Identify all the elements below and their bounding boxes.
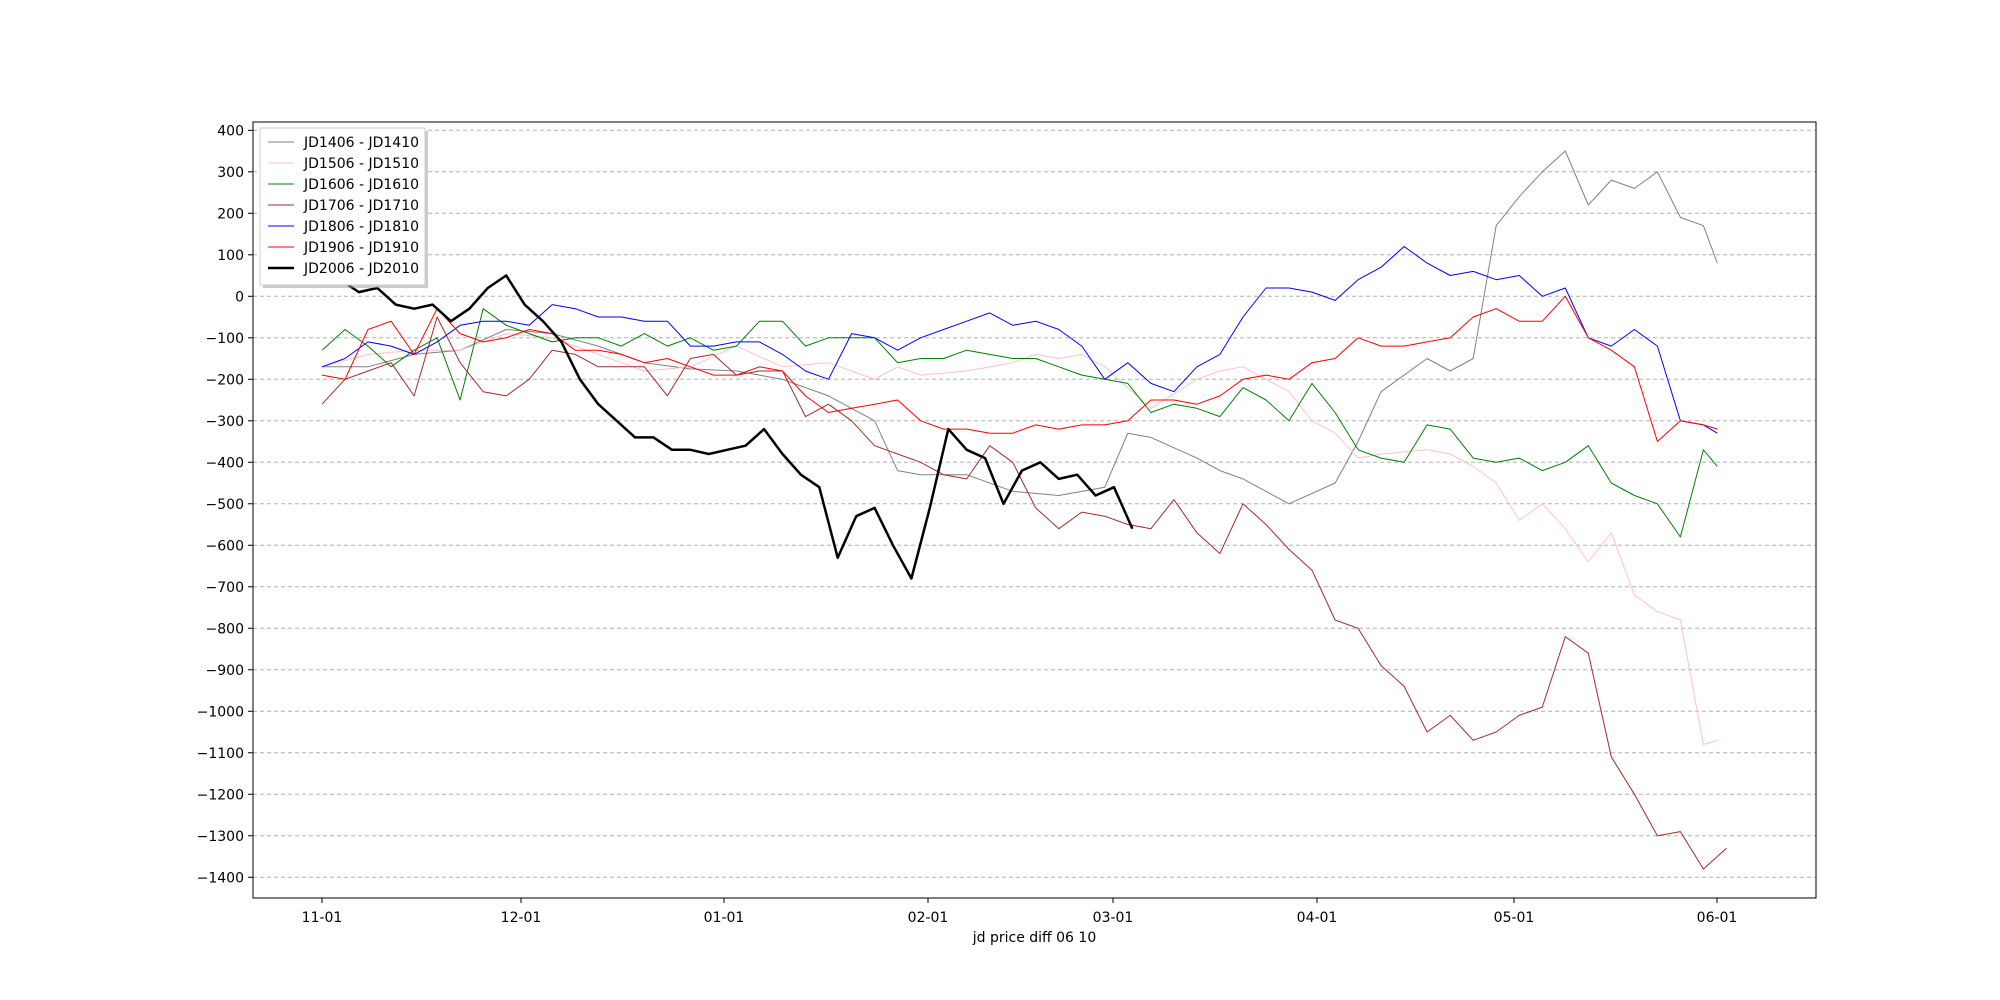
- series-lines: [321, 150, 1727, 870]
- legend-entry: JD1806 - JD1810: [303, 219, 419, 235]
- y-tick-label: −200: [206, 372, 244, 388]
- y-tick-label: −1400: [197, 870, 244, 886]
- legend-entry: JD1506 - JD1510: [303, 156, 419, 172]
- x-tick-label: 06-01: [1697, 910, 1738, 926]
- plot-frame: [252, 121, 1817, 899]
- y-tick-label: −1100: [197, 746, 244, 762]
- series-line-1: [322, 150, 1718, 505]
- y-tick-label: −700: [206, 580, 244, 596]
- legend-entry: JD1706 - JD1710: [303, 198, 419, 214]
- legend-entry: JD1406 - JD1410: [303, 135, 419, 151]
- y-tick-label: −600: [206, 538, 244, 554]
- x-tick-label: 11-01: [302, 910, 343, 926]
- y-tick-label: −1300: [197, 829, 244, 845]
- legend-entry: JD1606 - JD1610: [303, 177, 419, 193]
- legend-entry: JD2006 - JD2010: [303, 261, 419, 277]
- y-tick-label: −100: [206, 331, 244, 347]
- legend-box: [259, 127, 426, 286]
- x-tick-label: 12-01: [501, 910, 542, 926]
- y-tick-label: −900: [206, 663, 244, 679]
- y-tick-label: −400: [206, 455, 244, 471]
- x-tick-label: 02-01: [908, 910, 949, 926]
- y-tick-label: −500: [206, 497, 244, 513]
- y-tick-label: −300: [206, 414, 244, 430]
- y-tick-label: 300: [217, 165, 244, 181]
- y-axis: 400 300 200 100 0 −100 −200 −300 −400 −500 −600 −70…: [197, 123, 253, 886]
- y-tick-label: −800: [206, 621, 244, 637]
- y-tick-label: −1200: [197, 787, 244, 803]
- x-axis-label: jd price diff 06 10: [972, 930, 1096, 946]
- y-tick-label: 200: [217, 206, 244, 222]
- series-line-2: [321, 333, 1718, 745]
- legend-entry: JD1906 - JD1910: [303, 240, 419, 256]
- series-line-3: [321, 308, 1718, 538]
- grid-lines: [253, 129, 1816, 878]
- x-tick-label: 04-01: [1297, 910, 1338, 926]
- y-tick-label: 100: [217, 248, 244, 264]
- y-tick-label: 0: [235, 289, 244, 305]
- x-tick-label: 01-01: [704, 910, 745, 926]
- series-line-7: [321, 274, 1134, 580]
- y-tick-label: −1000: [197, 704, 244, 720]
- series-line-4: [321, 316, 1727, 870]
- x-tick-label: 03-01: [1093, 910, 1134, 926]
- series-line-5: [321, 246, 1718, 434]
- x-tick-label: 05-01: [1494, 910, 1535, 926]
- series-line-6: [321, 295, 1718, 442]
- x-axis: 11-01 12-01 01-01 02-01 03-01 04-01 05-01 06-01: [302, 898, 1738, 926]
- legend: JD1406 - JD1410 JD1506 - JD1510 JD1606 - J…: [259, 127, 428, 288]
- y-tick-label: 400: [217, 123, 244, 139]
